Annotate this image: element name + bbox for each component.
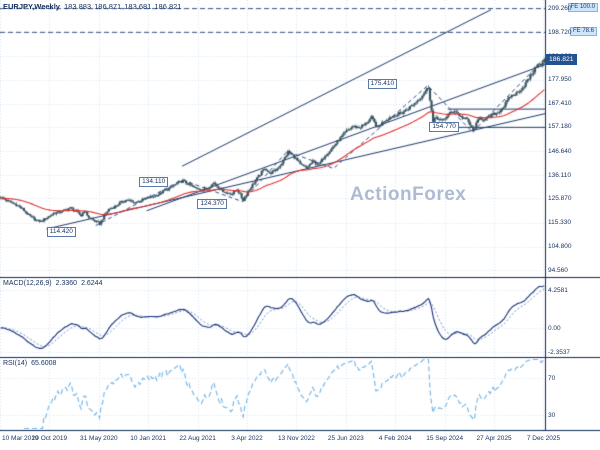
trading-chart-window: EURJPY,Weekly 183.883 186.871 183.681 186.82… — [0, 0, 600, 450]
price-chart-canvas[interactable] — [0, 0, 600, 450]
